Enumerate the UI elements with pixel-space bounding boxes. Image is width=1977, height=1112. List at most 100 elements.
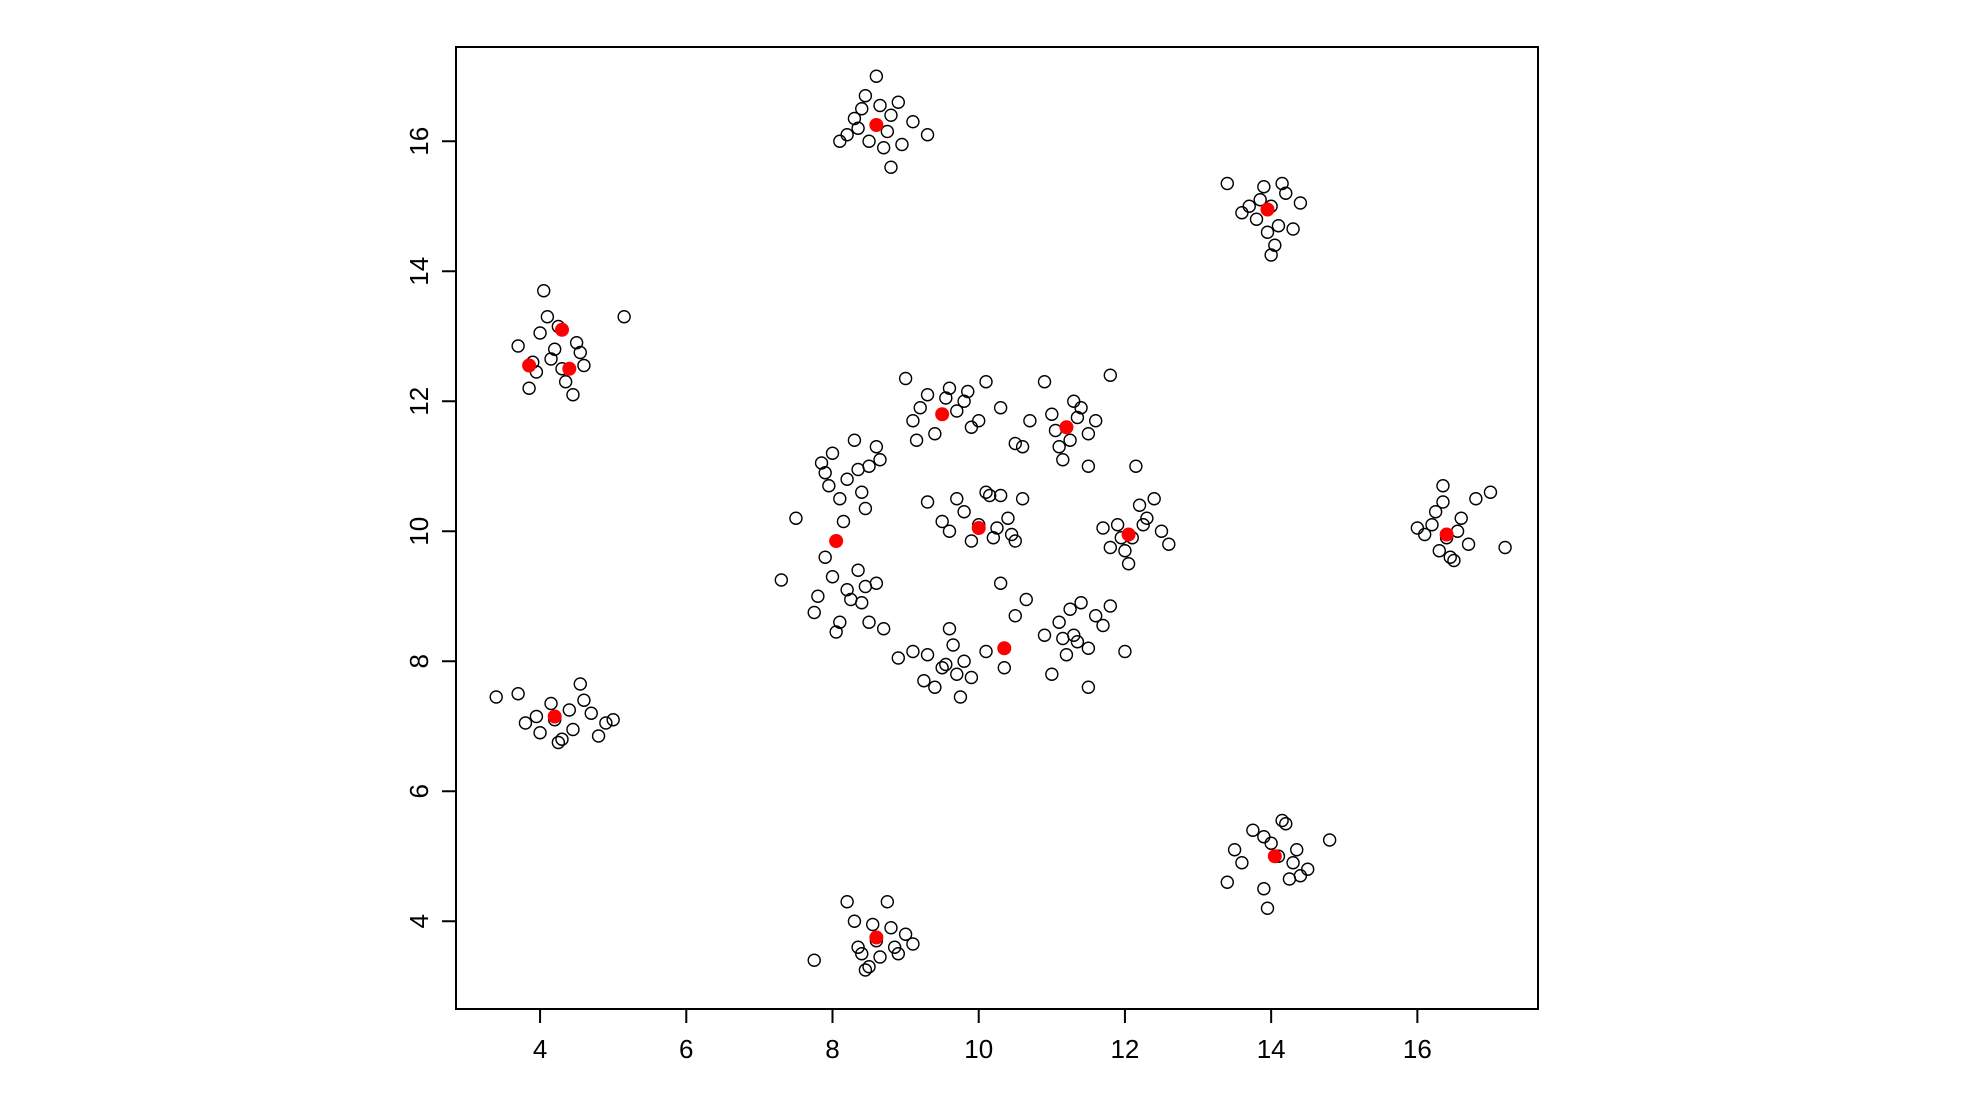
data-point [1008, 534, 1022, 548]
data-point [1268, 238, 1282, 252]
data-point [569, 336, 584, 350]
data-point [847, 914, 862, 928]
data-point [1056, 631, 1070, 646]
data-point [1154, 524, 1169, 538]
cluster-center-point [522, 358, 537, 373]
data-point [533, 326, 547, 340]
data-point [1271, 219, 1286, 233]
data-point [547, 342, 562, 356]
data-point [1220, 875, 1234, 889]
data-point [880, 124, 895, 139]
data-points [489, 69, 1512, 977]
data-point [511, 339, 525, 353]
data-point [898, 371, 913, 386]
data-point [1410, 521, 1425, 535]
data-point [964, 670, 979, 685]
data-point [1279, 817, 1293, 831]
data-point [876, 622, 891, 636]
data-point [935, 661, 949, 675]
data-point [807, 953, 821, 967]
data-point [869, 440, 884, 454]
data-point [833, 615, 847, 629]
data-point [1257, 180, 1271, 194]
data-point [1264, 836, 1278, 850]
data-point [825, 446, 840, 460]
data-point [851, 121, 865, 135]
data-point [825, 570, 840, 584]
data-point [884, 921, 898, 935]
data-point [898, 927, 913, 941]
data-point [1293, 196, 1308, 210]
data-point [814, 456, 829, 470]
data-point [1096, 618, 1110, 633]
data-point [844, 592, 858, 607]
data-point [862, 615, 876, 629]
data-point [1432, 544, 1447, 558]
data-point [906, 644, 920, 659]
cluster-center-point [1439, 527, 1454, 542]
data-point [858, 89, 873, 103]
data-point [1052, 615, 1066, 629]
data-point [1301, 862, 1315, 876]
data-point [1067, 394, 1081, 408]
data-point [522, 381, 536, 395]
data-point [1059, 648, 1074, 662]
data-point [873, 453, 887, 467]
data-point [964, 420, 979, 434]
x-tick-label: 14 [1257, 1034, 1286, 1064]
data-point [1063, 433, 1077, 447]
data-point [873, 98, 887, 113]
data-point [533, 726, 547, 740]
data-point [895, 137, 909, 152]
data-point [1220, 176, 1234, 191]
data-point [993, 488, 1008, 503]
cluster-center-point [562, 361, 577, 376]
data-point [591, 729, 606, 743]
data-point [555, 732, 569, 746]
data-point [1129, 459, 1143, 473]
data-point [851, 563, 865, 577]
x-axis: 4 6 8 10 12 14 16 [533, 1008, 1432, 1064]
data-point [518, 716, 533, 730]
data-point [1103, 599, 1118, 613]
data-point [979, 375, 993, 389]
data-point [1019, 592, 1033, 607]
data-point [979, 644, 993, 659]
data-point [979, 485, 993, 499]
cluster-center-point [971, 521, 986, 535]
cluster-center-point [555, 322, 570, 337]
data-point [562, 703, 577, 717]
data-point [833, 134, 847, 148]
data-point [1286, 856, 1300, 870]
data-point [891, 95, 906, 109]
data-point [862, 459, 876, 473]
data-point [1447, 553, 1461, 568]
data-point [1443, 550, 1457, 564]
data-point [1290, 843, 1304, 857]
data-point [997, 661, 1012, 675]
data-point [566, 722, 580, 737]
data-point [942, 622, 957, 636]
data-point [1293, 869, 1308, 883]
data-point [961, 384, 975, 399]
cluster-center-point [1267, 849, 1282, 864]
data-point [1118, 644, 1132, 659]
cluster-center-point [829, 534, 844, 548]
data-point [1242, 199, 1256, 213]
data-point [1436, 479, 1450, 493]
cluster-center-point [869, 118, 884, 132]
data-point [953, 690, 968, 704]
data-point [909, 433, 924, 447]
data-point [939, 391, 953, 405]
data-point [606, 713, 620, 727]
data-point [1052, 440, 1066, 454]
data-point [1136, 518, 1150, 532]
data-point [957, 505, 971, 519]
data-point [887, 940, 902, 954]
data-point [928, 427, 942, 441]
cluster-center-point [869, 930, 884, 945]
data-point [986, 531, 1001, 545]
y-axis: 4 6 8 10 12 14 16 [404, 127, 457, 928]
data-point [1008, 436, 1022, 451]
